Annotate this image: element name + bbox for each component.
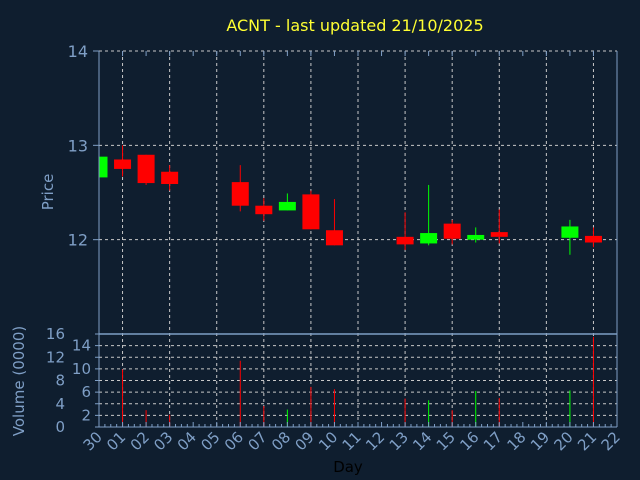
volume-tick-label: 4 [55, 395, 65, 413]
candle-body [396, 236, 414, 245]
candle-body [255, 205, 273, 215]
x-tick-label: 06 [221, 428, 247, 454]
candle-body [231, 182, 249, 206]
candle-body [302, 194, 320, 230]
candle-body [443, 223, 461, 239]
x-tick-label: 18 [503, 428, 529, 454]
volume-tick-label: 0 [55, 418, 65, 436]
x-tick-label: 10 [315, 428, 341, 454]
x-tick-label: 09 [292, 428, 318, 454]
price-tick-label: 13 [68, 136, 88, 155]
x-tick-label: 22 [598, 428, 624, 454]
grid-layer [99, 50, 617, 428]
x-tick-label: 07 [244, 428, 270, 454]
x-tick-label: 21 [574, 428, 600, 454]
x-tick-label: 14 [409, 428, 435, 454]
candle-body [278, 201, 296, 211]
x-tick-label: 19 [527, 428, 553, 454]
volume-tick-label: 8 [55, 372, 65, 390]
x-tick-label: 12 [362, 428, 388, 454]
candle-body [490, 232, 508, 237]
volume-tick-label: 14 [72, 337, 91, 355]
candle-body [161, 171, 179, 185]
volume-tick-label: 12 [46, 348, 65, 366]
volume-tick-label: 6 [81, 383, 91, 401]
price-axis-label: Price [39, 174, 57, 211]
x-tick-label: 17 [480, 428, 506, 454]
price-tick-label: 12 [68, 231, 88, 250]
candle-body [561, 226, 579, 238]
x-tick-label: 04 [174, 428, 200, 454]
x-tick-label: 13 [386, 428, 412, 454]
volume-axis-label: Volume (0000) [10, 326, 28, 436]
x-tick-label: 15 [433, 428, 459, 454]
x-tick-label: 16 [456, 428, 482, 454]
x-axis-label: Day [333, 458, 363, 476]
candle-body [467, 234, 485, 240]
x-tick-label: 30 [80, 428, 106, 454]
volume-tick-label: 10 [72, 360, 91, 378]
x-tick-label: 02 [127, 428, 153, 454]
candle-body [420, 233, 438, 244]
candle-body [114, 159, 132, 169]
volume-tick-label: 16 [46, 325, 65, 343]
candle-body [325, 230, 343, 246]
x-tick-label: 11 [339, 428, 365, 454]
chart-title: ACNT - last updated 21/10/2025 [226, 16, 483, 35]
x-tick-label: 03 [150, 428, 176, 454]
candle-body [99, 156, 108, 178]
marks-layer [98, 145, 602, 427]
x-tick-label: 01 [103, 428, 129, 454]
candle-body [584, 235, 602, 243]
x-tick-label: 05 [197, 428, 223, 454]
x-tick-label: 20 [551, 428, 577, 454]
candle-body [137, 154, 155, 184]
volume-tick-label: 2 [81, 406, 91, 424]
x-tick-label: 08 [268, 428, 294, 454]
price-tick-label: 14 [68, 42, 88, 61]
